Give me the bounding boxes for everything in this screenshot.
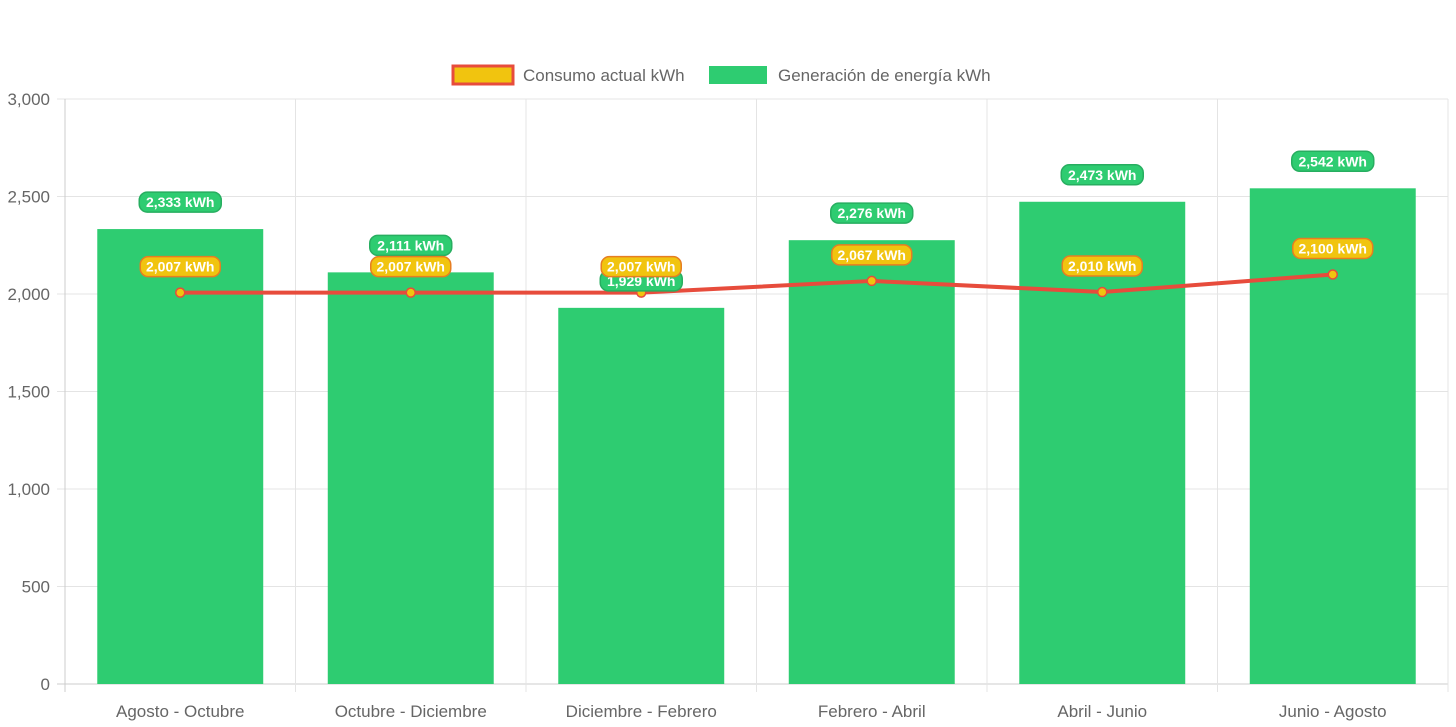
data-label-consumo: 2,007 kWh: [139, 255, 221, 278]
data-label-consumo-text: 2,007 kWh: [146, 259, 214, 275]
data-label-generacion: 2,333 kWh: [138, 191, 222, 213]
data-label-generacion-bg: [830, 202, 914, 224]
legend-swatch-generacion: [709, 66, 767, 84]
data-label-consumo: 2,007 kWh: [370, 255, 452, 278]
data-label-generacion-text: 2,276 kWh: [838, 205, 906, 221]
data-label-generacion-bg: [1291, 150, 1375, 173]
data-label-consumo-bg: [139, 255, 221, 278]
grid: [57, 98, 1449, 692]
data-label-consumo-text: 2,007 kWh: [377, 259, 445, 275]
line-layer: [175, 269, 1338, 298]
data-label-consumo: 2,010 kWh: [1061, 255, 1143, 277]
data-label-generacion: 2,542 kWh: [1291, 150, 1375, 173]
point-consumo: [866, 275, 877, 287]
x-tick-label: Octubre - Diciembre: [335, 702, 487, 721]
x-tick-label: Diciembre - Febrero: [566, 702, 717, 721]
data-label-generacion-bg: [1060, 164, 1144, 186]
legend-item-generacion[interactable]: Generación de energía kWh: [709, 66, 991, 85]
data-label-consumo-bg: [370, 255, 452, 278]
y-tick-label: 1,500: [7, 383, 50, 402]
point-consumo: [1097, 286, 1108, 298]
bar-generacion: [1249, 188, 1416, 684]
data-label-consumo: 2,007 kWh: [600, 255, 682, 278]
data-label-generacion-bg: [138, 191, 222, 213]
x-tick-label: Agosto - Octubre: [116, 702, 245, 721]
bar-generacion: [97, 229, 264, 684]
data-label-consumo-bg: [831, 244, 913, 266]
data-label-generacion-text: 2,333 kWh: [146, 194, 214, 210]
data-label-generacion-text: 2,111 kWh: [377, 237, 444, 253]
data-label-consumo: 2,067 kWh: [831, 244, 913, 266]
legend-label-consumo: Consumo actual kWh: [523, 66, 685, 85]
axes: 0 500 1,000 1,500 2,000 2,500 3,000 Agosto - Oc…: [7, 90, 1386, 721]
y-tick-label: 500: [22, 578, 50, 597]
y-tick-label: 3,000: [7, 90, 50, 109]
y-tick-label: 0: [41, 675, 50, 694]
data-label-consumo-text: 2,010 kWh: [1068, 258, 1136, 274]
data-label-consumo-text: 2,100 kWh: [1299, 241, 1367, 257]
line-consumo: [180, 272, 1333, 295]
data-label-consumo: 2,100 kWh: [1292, 237, 1374, 260]
bar-generacion: [558, 307, 725, 684]
bar-generacion: [327, 272, 494, 684]
legend[interactable]: Consumo actual kWh Generación de energía…: [451, 64, 991, 86]
data-label-generacion: 2,276 kWh: [830, 202, 914, 224]
x-tick-label: Abril - Junio: [1057, 702, 1147, 721]
bar-generacion: [1019, 201, 1186, 684]
data-label-generacion: 2,473 kWh: [1060, 164, 1144, 186]
point-consumo: [175, 287, 186, 298]
data-label-consumo-text: 2,067 kWh: [838, 247, 906, 263]
data-label-generacion-bg: [369, 234, 453, 257]
bar-generacion: [788, 240, 955, 684]
y-tick-label: 2,500: [7, 188, 50, 207]
legend-label-generacion: Generación de energía kWh: [778, 66, 991, 85]
legend-swatch-consumo: [451, 64, 515, 86]
data-label-generacion-text: 2,542 kWh: [1299, 153, 1367, 169]
data-label-consumo-bg: [1061, 255, 1143, 277]
x-tick-label: Febrero - Abril: [818, 702, 926, 721]
y-tick-label: 1,000: [7, 480, 50, 499]
y-tick-label: 2,000: [7, 285, 50, 304]
point-consumo: [405, 287, 416, 298]
legend-item-consumo[interactable]: Consumo actual kWh: [451, 64, 685, 86]
data-label-generacion-text: 2,473 kWh: [1068, 167, 1136, 183]
data-label-consumo-text: 2,007 kWh: [607, 259, 675, 275]
data-label-consumo-bg: [600, 255, 682, 278]
x-tick-label: Junio - Agosto: [1279, 702, 1387, 721]
data-label-consumo-bg: [1292, 237, 1374, 260]
point-consumo: [1327, 269, 1338, 280]
data-label-generacion: 2,111 kWh: [369, 234, 453, 257]
